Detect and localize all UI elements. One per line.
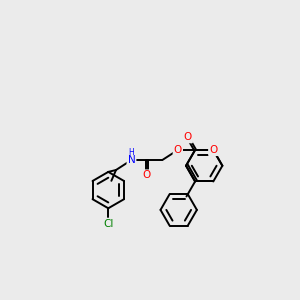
Text: O: O	[184, 132, 192, 142]
Text: O: O	[143, 170, 151, 180]
Text: H: H	[129, 148, 134, 157]
Text: Cl: Cl	[103, 219, 113, 229]
Text: O: O	[174, 145, 182, 155]
Text: N: N	[128, 155, 135, 165]
Text: O: O	[209, 145, 218, 155]
